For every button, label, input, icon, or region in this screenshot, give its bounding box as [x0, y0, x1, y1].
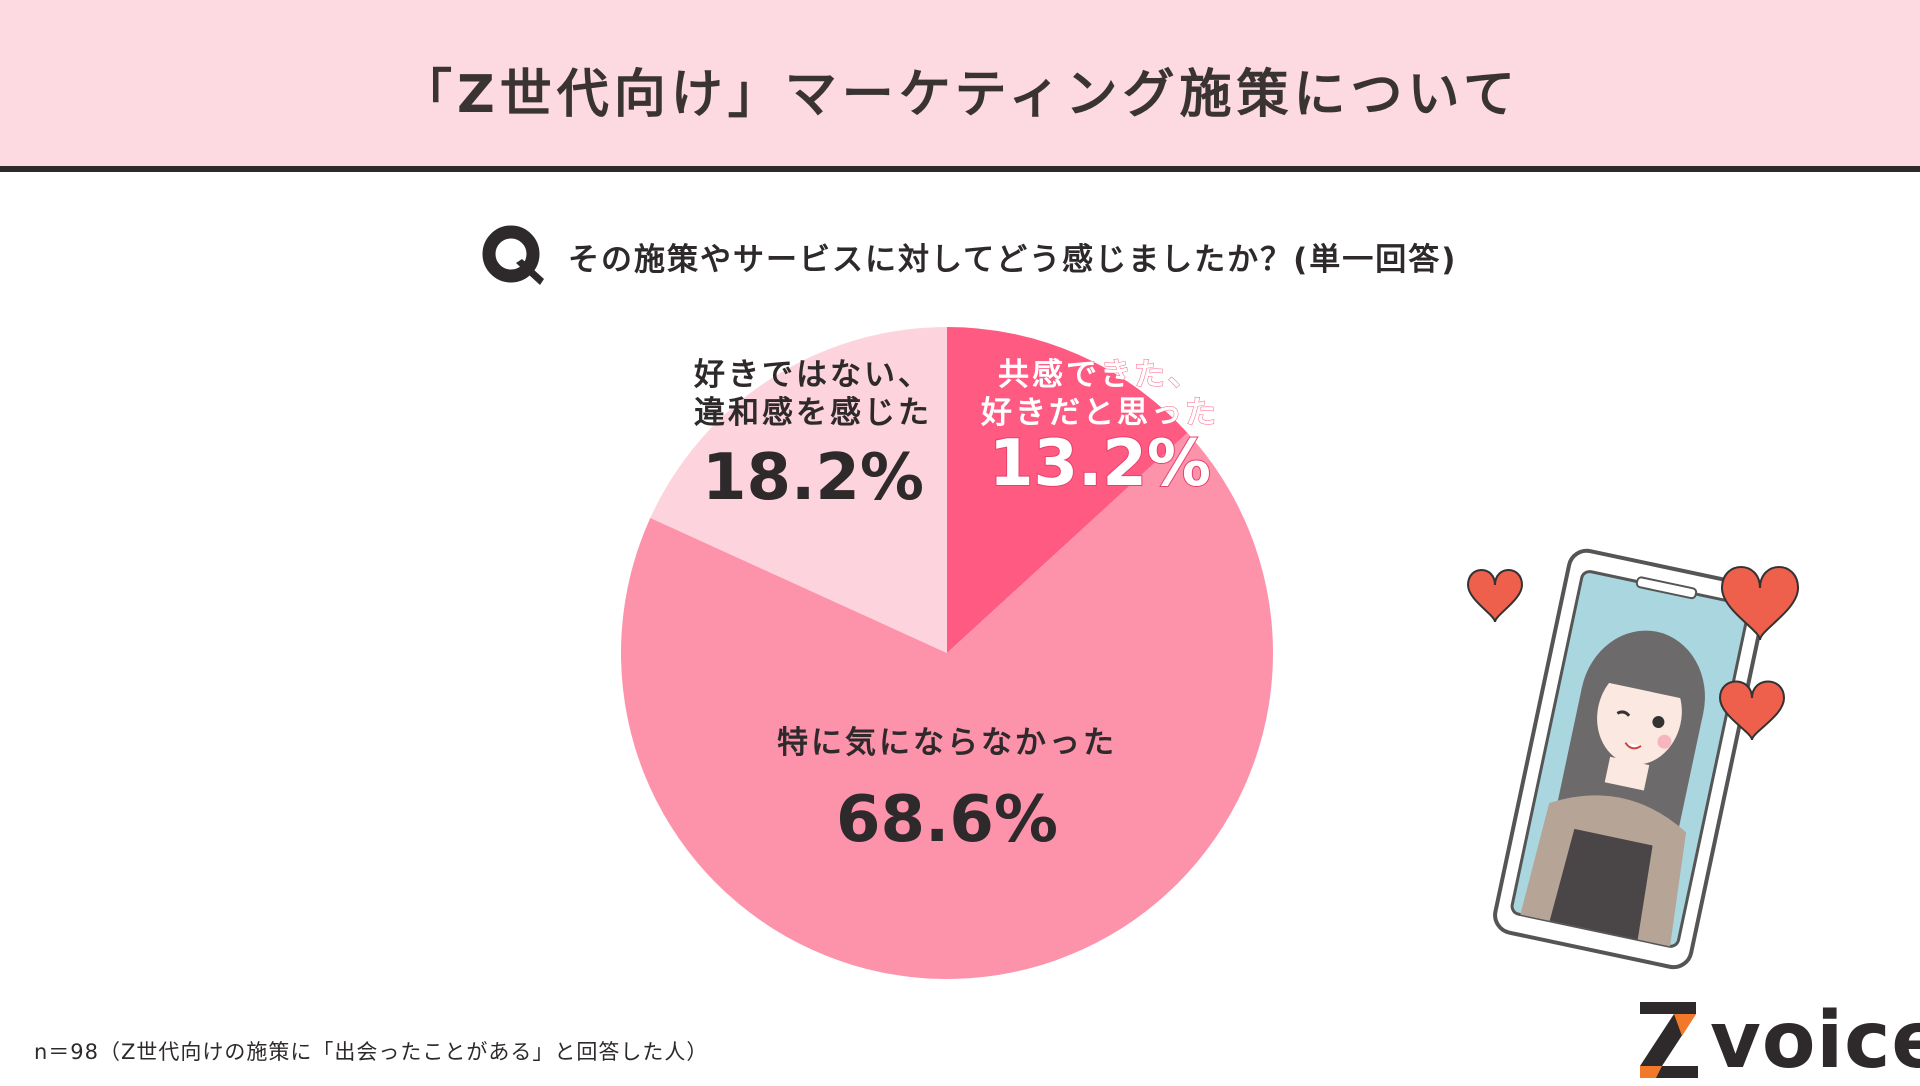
phone-girl-illustration: [1466, 548, 1800, 970]
heart-icon: [1466, 569, 1524, 623]
q-icon: [482, 225, 544, 285]
heart-icon: [1720, 566, 1800, 641]
pie-slice: [947, 327, 1188, 653]
zvoice-logo: voice: [1638, 996, 1920, 1080]
question-row: その施策やサービスに対してどう感じましたか？(単一回答): [480, 225, 1458, 286]
z-logo-icon: [1640, 1002, 1698, 1078]
heart-icon: [1718, 680, 1786, 741]
slice-value-label: 13.2%: [989, 427, 1211, 501]
phone-icon: [1493, 548, 1768, 970]
slice-label: 違和感を感じた: [694, 395, 932, 431]
sample-note: n＝98（Z世代向けの施策に「出会ったことがある」と回答した人）: [34, 1040, 709, 1064]
page-title: 「Z世代向け」マーケティング施策について: [400, 65, 1520, 125]
logo-text: voice: [1710, 996, 1920, 1086]
slice-value-label: 18.2%: [702, 441, 924, 515]
slice-value-label: 68.6%: [836, 783, 1058, 857]
slice-label: 共感できた、: [998, 357, 1202, 393]
pie-slice: [621, 432, 1273, 979]
slice-label: 好きだと思った: [980, 395, 1219, 431]
header-banner: 「Z世代向け」マーケティング施策について: [0, 0, 1920, 172]
slice-label: 特に気にならなかった: [777, 725, 1117, 761]
slice-label: 好きではない、: [693, 357, 932, 393]
question-text: その施策やサービスに対してどう感じましたか？(単一回答): [568, 241, 1458, 278]
pie-slice: [650, 327, 947, 653]
